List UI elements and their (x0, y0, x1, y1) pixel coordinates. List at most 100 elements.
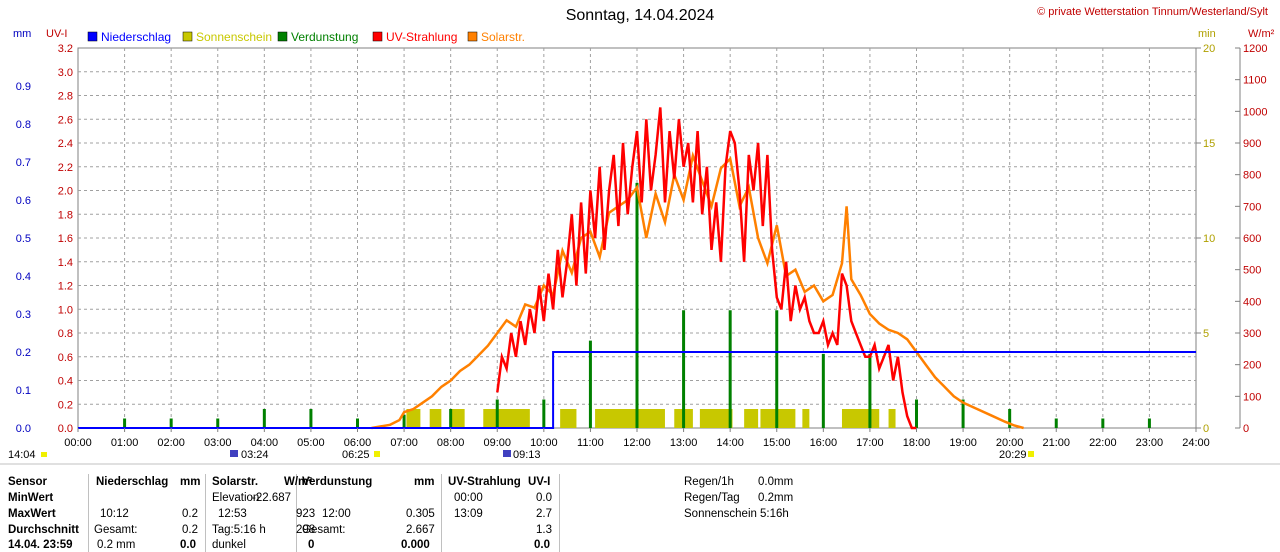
solar-header: Solarstr. (212, 476, 259, 488)
date-marker: 14:04 (8, 449, 36, 461)
tick-label-min: 10 (1203, 233, 1215, 245)
chart-legend: Niederschlag Sonnenschein Verdunstung UV-St… (87, 30, 525, 44)
moon-icon (230, 450, 238, 457)
tick-label-min: 15 (1203, 138, 1215, 150)
unit-uv-label: UV-I (46, 28, 67, 40)
sun-icon (374, 451, 380, 457)
legend-swatch (182, 31, 193, 42)
summary-value-rain-day: 0.2mm (758, 492, 794, 504)
tick-label-mm: 0.4 (16, 271, 31, 283)
tick-label-uv: 0.2 (58, 399, 73, 411)
sunshine-block (888, 409, 896, 428)
sunshine-block (699, 409, 733, 428)
summary-label-rain-1h: Regen/1h (684, 476, 734, 488)
tick-label-mm: 0.8 (16, 119, 31, 131)
tick-label-time: 13:00 (670, 437, 698, 449)
tick-label-time: 20:00 (996, 437, 1024, 449)
legend-label: Solarstr. (481, 30, 525, 44)
niederschlag-sum-label: Gesamt: (94, 524, 138, 536)
sunshine-block (429, 409, 442, 428)
tick-label-wm2: 200 (1243, 360, 1261, 372)
legend-swatch (277, 31, 288, 42)
tick-label-min: 0 (1203, 423, 1209, 435)
peak-marker: 09:13 (513, 449, 541, 461)
copyright-text: © private Wetterstation Tinnum/Westerlan… (1037, 6, 1268, 18)
sun-icon (41, 452, 47, 457)
tick-label-uv: 0.6 (58, 352, 73, 364)
axis-min: 0 5 10 15 20 (1196, 43, 1215, 435)
tick-label-time: 24:00 (1182, 437, 1210, 449)
tick-label-uv: 1.2 (58, 281, 73, 293)
row-label-min: MinWert (8, 492, 54, 504)
tick-label-wm2: 1100 (1243, 75, 1267, 87)
tick-label-time: 04:00 (251, 437, 279, 449)
legend-swatch (372, 31, 383, 42)
divider (559, 474, 560, 552)
legend-label: Niederschlag (101, 30, 171, 44)
tick-label-time: 21:00 (1042, 437, 1070, 449)
uv-last-value: 0.0 (534, 539, 550, 551)
weather-chart: Sonntag, 14.04.2024 © private Wetterstat… (0, 6, 1280, 465)
tick-label-uv: 0.4 (58, 376, 73, 388)
uv-line (496, 107, 917, 430)
tick-label-time: 12:00 (623, 437, 651, 449)
tick-label-mm: 0.5 (16, 233, 31, 245)
unit-mm-label: mm (13, 28, 31, 40)
tick-label-mm: 0.6 (16, 195, 31, 207)
row-label-avg: Durchschnitt (8, 524, 79, 536)
uv-min-value: 0.0 (536, 492, 552, 504)
verdunstung-last-value: 0.000 (401, 539, 430, 551)
tick-label-time: 07:00 (390, 437, 418, 449)
divider (205, 474, 206, 552)
tick-label-time: 02:00 (157, 437, 185, 449)
solar-unit: W/m² (284, 476, 313, 488)
tick-label-time: 08:00 (437, 437, 465, 449)
tick-label-uv: 2.4 (58, 138, 73, 150)
tick-label-wm2: 400 (1243, 296, 1261, 308)
tick-label-time: 03:00 (204, 437, 232, 449)
tick-label-mm: 0.7 (16, 157, 31, 169)
precipitation-line (78, 351, 1196, 429)
sunshine-block (595, 409, 665, 428)
solar-max-value: 923 (296, 508, 316, 520)
sunshine-block (406, 409, 421, 428)
legend-label: Verdunstung (291, 30, 358, 44)
niederschlag-header: Niederschlag (96, 476, 169, 488)
legend-swatch (87, 31, 98, 42)
niederschlag-max-value: 0.2 (182, 508, 198, 520)
uv-min-time: 00:00 (454, 492, 483, 504)
chart-title: Sonntag, 14.04.2024 (566, 7, 715, 24)
verdunstung-max-value: 0.305 (406, 508, 435, 520)
sunshine-block (841, 409, 880, 428)
stats-table: Sensor MinWert MaxWert Durchschnitt 14.0… (0, 472, 1280, 552)
sun-icon (1028, 451, 1034, 457)
tick-label-uv: 1.8 (58, 209, 73, 221)
sunshine-block (744, 409, 759, 428)
tick-label-time: 05:00 (297, 437, 325, 449)
solar-max-time: 12:53 (218, 508, 247, 520)
solar-min-value: -22.687 (252, 492, 292, 504)
axis-uv: 0.0 0.2 0.4 0.6 0.8 1.0 1.2 1.4 1.6 1.8 2.0 2.2 2.4 2… (58, 43, 73, 435)
tick-label-uv: 1.6 (58, 233, 73, 245)
sunset-marker: 20:29 (999, 449, 1027, 461)
legend-label: Sonnenschein (196, 30, 272, 44)
tick-label-time: 11:00 (577, 437, 604, 449)
tick-label-uv: 1.0 (58, 304, 73, 316)
tick-label-uv: 2.0 (58, 186, 73, 198)
sunshine-block (802, 409, 810, 428)
tick-label-time: 16:00 (810, 437, 838, 449)
tick-label-time: 00:00 (64, 437, 92, 449)
solar-avg-label: Tag:5:16 h (212, 524, 266, 536)
tick-label-time: 09:00 (483, 437, 511, 449)
solar-min-label: Elevation (212, 492, 260, 504)
sunshine-series (406, 409, 896, 428)
summary-label-sunshine: Sonnenschein (684, 508, 757, 520)
tick-label-uv: 2.2 (58, 162, 73, 174)
verdunstung-max-time: 12:00 (322, 508, 351, 520)
tick-label-mm: 0.0 (16, 423, 31, 435)
tick-label-wm2: 100 (1243, 391, 1261, 403)
tick-label-time: 10:00 (530, 437, 558, 449)
sunshine-block (560, 409, 577, 428)
uv-header: UV-Strahlung (448, 476, 521, 488)
tick-label-mm: 0.2 (16, 347, 31, 359)
